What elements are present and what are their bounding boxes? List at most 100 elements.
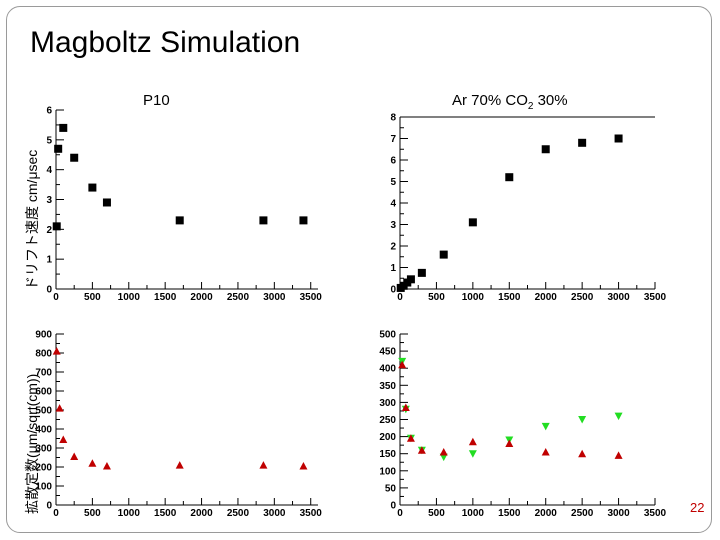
y-tick-label: 900 xyxy=(35,330,52,341)
y-tick-label: 4 xyxy=(390,199,396,210)
y-tick-label: 300 xyxy=(379,398,396,409)
x-tick-label: 1000 xyxy=(462,508,485,519)
x-tick-label: 0 xyxy=(53,292,59,303)
diffusion-ar-chart: 0 50 100 150 200 250 300 350 400 450 500 0 500 1000 15… xyxy=(379,330,666,520)
x-tick-label: 3500 xyxy=(644,292,667,303)
y-tick-label: 1 xyxy=(46,255,52,266)
x-tick-label: 2500 xyxy=(227,292,250,303)
x-tick-label: 2000 xyxy=(535,292,558,303)
data-point-square xyxy=(70,153,79,162)
data-point-square xyxy=(541,145,550,154)
y-tick-label: 0 xyxy=(46,501,52,512)
page-number: 22 xyxy=(690,500,705,515)
ar-title-sub: 2 xyxy=(527,101,534,112)
y-tick-label: 4 xyxy=(46,165,52,176)
data-point-square xyxy=(417,268,426,277)
data-point-square xyxy=(614,134,623,143)
y-tick-label: 2 xyxy=(46,225,52,236)
data-point-square xyxy=(578,138,587,147)
x-tick-label: 500 xyxy=(84,508,101,519)
data-point-square xyxy=(88,183,97,192)
y-tick-label: 50 xyxy=(385,483,397,494)
y-tick-label: 500 xyxy=(35,406,52,417)
data-point-triangle-up xyxy=(88,459,97,467)
y-tick-label: 2 xyxy=(390,242,396,253)
y-tick-label: 6 xyxy=(46,106,52,117)
x-tick-label: 500 xyxy=(84,292,101,303)
y-tick-label: 250 xyxy=(379,415,396,426)
ar-title-main: Ar 70% CO xyxy=(452,92,528,109)
data-point-triangle-down xyxy=(468,450,477,458)
data-point-triangle-up xyxy=(52,347,61,355)
data-point-triangle-down xyxy=(439,453,448,462)
data-point-square xyxy=(54,144,63,153)
data-point-square xyxy=(102,198,111,207)
data-point-triangle-up xyxy=(55,404,64,412)
x-tick-label: 3500 xyxy=(300,508,323,519)
diffusion-p10-chart: 0 100 200 300 400 500 600 700 800 900 0 500 1000 1500… xyxy=(35,330,322,520)
y-tick-label: 300 xyxy=(35,444,52,455)
data-point-triangle-up xyxy=(439,447,448,456)
x-tick-label: 3000 xyxy=(607,292,630,303)
x-tick-label: 2000 xyxy=(190,292,213,303)
data-point-triangle-up xyxy=(70,452,79,461)
x-tick-label: 1500 xyxy=(154,292,177,303)
data-point-triangle-up xyxy=(417,446,426,454)
y-tick-label: 5 xyxy=(46,135,52,146)
x-tick-label: 500 xyxy=(428,292,445,303)
y-tick-label: 700 xyxy=(35,368,52,379)
y-tick-label: 400 xyxy=(379,364,396,375)
x-tick-label: 3500 xyxy=(300,292,323,303)
y-tick-label: 3 xyxy=(390,220,396,231)
y-tick-label: 100 xyxy=(35,482,52,493)
y-tick-label: 5 xyxy=(390,177,396,188)
y-tick-label: 200 xyxy=(35,463,52,474)
x-tick-label: 1500 xyxy=(498,508,521,519)
ar-panel-title: Ar 70% CO2 30% xyxy=(452,92,568,112)
y-tick-label: 7 xyxy=(390,134,396,145)
x-tick-label: 1000 xyxy=(118,292,141,303)
y-tick-label: 1 xyxy=(390,263,396,274)
data-point-square xyxy=(259,216,268,225)
x-tick-label: 3000 xyxy=(607,508,630,519)
y-tick-label: 0 xyxy=(390,285,396,296)
data-point-triangle-up xyxy=(175,461,184,469)
p10-panel-title: P10 xyxy=(143,92,170,109)
x-tick-label: 1000 xyxy=(118,508,141,519)
x-tick-label: 3500 xyxy=(644,508,667,519)
data-point-triangle-up xyxy=(505,439,514,447)
x-tick-label: 2000 xyxy=(535,508,558,519)
data-point-triangle-down xyxy=(578,416,587,424)
x-tick-label: 2500 xyxy=(571,508,594,519)
x-tick-label: 0 xyxy=(53,508,59,519)
data-point-triangle-up xyxy=(259,461,268,469)
x-tick-label: 1500 xyxy=(498,292,521,303)
y-tick-label: 600 xyxy=(35,387,52,398)
data-point-square xyxy=(505,173,514,182)
data-point-triangle-down xyxy=(614,412,623,421)
ar-title-rest: 30% xyxy=(533,92,568,109)
y-tick-label: 400 xyxy=(35,425,52,436)
x-tick-label: 2500 xyxy=(571,292,594,303)
y-tick-label: 6 xyxy=(390,156,396,167)
data-point-triangle-up xyxy=(614,451,623,459)
data-point-triangle-up xyxy=(468,437,477,446)
drift-p10-chart: 0 1 2 3 4 5 6 0 500 1000 1500 2000 2500 3000 3500 xyxy=(46,106,322,304)
data-point-square xyxy=(406,275,415,284)
x-tick-label: 0 xyxy=(397,508,403,519)
data-point-triangle-up xyxy=(299,462,308,470)
data-point-triangle-down xyxy=(541,422,550,431)
data-point-square xyxy=(468,218,477,227)
slide-title: Magboltz Simulation xyxy=(30,26,301,59)
y-tick-label: 0 xyxy=(390,501,396,512)
y-tick-label: 3 xyxy=(46,195,52,206)
data-point-triangle-up xyxy=(541,447,550,456)
data-point-square xyxy=(299,216,308,225)
data-point-square xyxy=(175,216,184,225)
slide-frame xyxy=(6,6,712,533)
y-tick-label: 200 xyxy=(379,432,396,443)
data-point-triangle-up xyxy=(59,435,68,443)
y-tick-label: 100 xyxy=(379,466,396,477)
data-point-triangle-up xyxy=(578,449,587,458)
